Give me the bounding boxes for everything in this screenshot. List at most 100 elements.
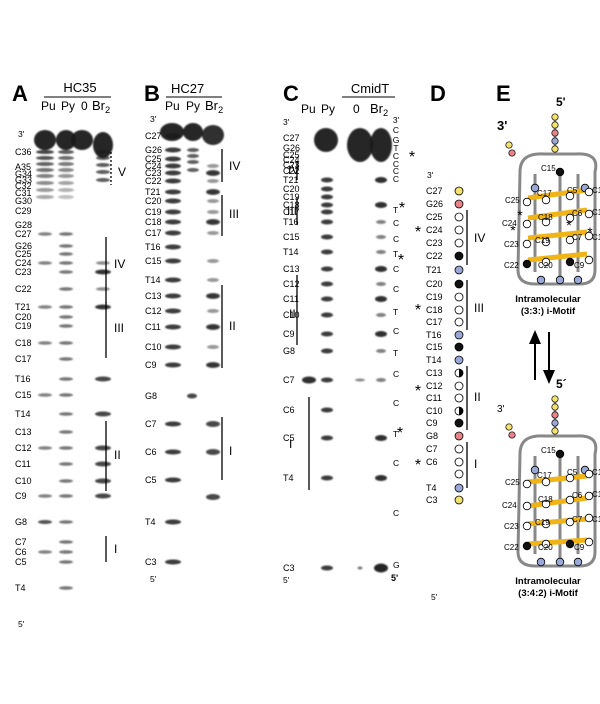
band-label-g33: G33 [15, 175, 32, 185]
roman-iv: IV [474, 231, 485, 245]
gel-band-py [59, 232, 73, 236]
end-label-3prime: 3' [283, 117, 290, 127]
star-mark: * [415, 224, 421, 241]
gel-band-pu [38, 550, 52, 554]
roman-ii: II [114, 448, 121, 462]
gel-band-pu [36, 162, 54, 166]
seq-label-g26: G26 [426, 199, 443, 209]
nucleotide-marker [522, 219, 532, 229]
gel-band-br [207, 179, 219, 183]
roman-i: I [114, 542, 117, 556]
gel-band-pu [36, 150, 54, 154]
gel-band-0 [355, 378, 365, 382]
seq-letter: C [393, 174, 399, 184]
motif-caption-line1: Intramolecular [515, 294, 581, 305]
node-label-c25: C25 [505, 196, 520, 205]
seq-label-c27: C27 [426, 186, 443, 196]
nucleotide-marker [454, 418, 464, 428]
seq-letter: T [393, 307, 398, 317]
nucleotide-marker [454, 199, 464, 209]
gel-band-br-strong [95, 461, 111, 467]
gel-band-py [59, 393, 73, 397]
seq-label-c7: C7 [426, 444, 438, 454]
nucleotide-marker [454, 483, 464, 493]
gel-band-py [59, 560, 73, 564]
gel-band-br-strong [374, 563, 388, 573]
roman-iv: IV [288, 163, 299, 177]
nucleotide-marker [454, 393, 464, 403]
nucleotide-marker [565, 257, 575, 267]
nucleotide-marker [584, 255, 594, 265]
nucleotide-marker [454, 431, 464, 441]
gel-band-br-strong [375, 435, 387, 441]
gel-band-py [58, 150, 74, 154]
gel-band-py [59, 520, 73, 524]
gel-top-blob [347, 128, 373, 162]
seq-letter: C [393, 458, 399, 468]
node-label-c7: C7 [572, 515, 583, 524]
gel-band-py [59, 412, 73, 416]
nucleotide-marker [522, 239, 532, 249]
band-label-c7: C7 [283, 375, 295, 385]
band-label-c11: C11 [283, 294, 299, 304]
band-label-c17: C17 [283, 207, 300, 217]
band-label-t16: T16 [15, 374, 31, 384]
gel-band-pu [165, 324, 181, 330]
gel-band-br-strong [95, 445, 111, 451]
gel-band-py [321, 435, 333, 441]
node-label-c13: C13 [592, 468, 600, 477]
gel-band-br-strong [375, 475, 387, 481]
roman-iii: III [229, 207, 239, 221]
nucleotide-marker [454, 469, 464, 479]
star-mark: * [409, 149, 415, 166]
band-label-g30: G30 [15, 196, 32, 206]
base-pair-bar [527, 207, 588, 221]
roman-i: I [229, 444, 232, 458]
nucleotide-marker [551, 395, 559, 403]
band-label-c13: C13 [15, 427, 32, 437]
gel-band-br [207, 278, 219, 282]
nucleotide-marker [508, 149, 516, 157]
gel-band-br [207, 259, 219, 263]
roman-iii: III [287, 204, 297, 218]
base-pair-bar [527, 473, 588, 485]
seq-letter: C [393, 234, 399, 244]
gel-band-py [321, 377, 333, 383]
node-label-c12: C12 [592, 490, 600, 499]
end-label-3prime: 3' [427, 170, 434, 180]
gel-band-pu [165, 258, 181, 264]
nucleotide-marker [541, 237, 551, 247]
seq-letter: C [393, 159, 399, 169]
gel-band-pu [165, 277, 181, 283]
nucleotide-marker [551, 419, 559, 427]
seq-letter: G [393, 135, 400, 145]
node-label-c19: C19 [535, 518, 550, 527]
gel-band-py [59, 357, 73, 361]
band-label-c27: C27 [283, 133, 300, 143]
band-label-c3: C3 [145, 557, 157, 567]
band-label-g26: G26 [145, 145, 162, 155]
gel-band-br [96, 261, 110, 265]
gel-band-br [376, 282, 386, 286]
gel-band-pu [165, 178, 181, 184]
gel-band-pu [165, 209, 181, 215]
gel-band-br [96, 150, 110, 154]
node-label-c15: C15 [541, 164, 556, 173]
node-label-c15: C15 [541, 446, 556, 455]
star-mark: * [398, 252, 404, 269]
gel-band-br-strong [206, 449, 220, 455]
band-label-g8: G8 [145, 391, 157, 401]
gel-band-br [96, 163, 110, 167]
nucleotide-marker [573, 275, 583, 285]
nucleotide-marker [584, 469, 594, 479]
panel-c-title: CmidT [351, 81, 389, 96]
nucleotide-marker [551, 113, 559, 121]
nucleotide-marker [565, 539, 575, 549]
nucleotide-marker [522, 479, 532, 489]
gel-band-py [59, 586, 73, 590]
band-label-c9: C9 [145, 360, 157, 370]
seq-letter: C [393, 218, 399, 228]
band-label-c10: C10 [15, 476, 32, 486]
